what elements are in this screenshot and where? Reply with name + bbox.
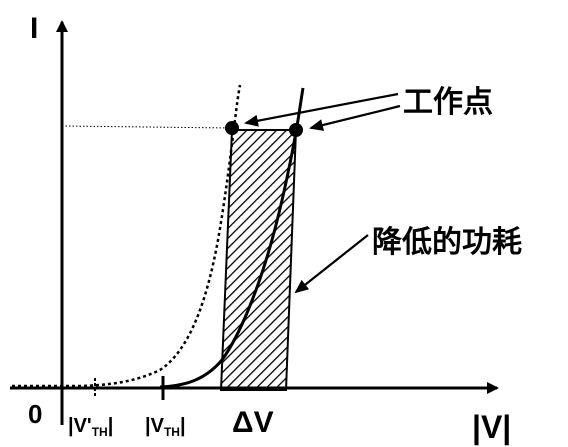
delta-v-label: ΔV xyxy=(232,406,274,439)
reduced-power-arrow xyxy=(294,234,369,294)
vth-label: |VTH| xyxy=(145,415,186,439)
y-axis-label: I xyxy=(30,12,38,45)
vth-prime-sub: TH xyxy=(92,425,108,439)
operating-point-nominal xyxy=(289,123,303,137)
vth-sub: TH xyxy=(164,425,180,439)
reduced-power-label: 降低的功耗 xyxy=(372,225,522,260)
operating-level-guide xyxy=(61,125,233,129)
reduced-power-region xyxy=(219,129,298,391)
origin-label: 0 xyxy=(28,399,42,429)
x-axis-label: |V| xyxy=(472,409,511,445)
operating-point-arrow-1 xyxy=(244,92,399,127)
vth-prime-label: |V'TH| xyxy=(68,415,113,439)
operating-point-arrow-2 xyxy=(309,104,401,131)
curve-low-vth xyxy=(12,84,242,388)
vth-prime-main: |V' xyxy=(68,415,92,437)
operating-point-label: 工作点 xyxy=(403,85,493,120)
vth-main: |V xyxy=(145,415,165,437)
operating-point-low xyxy=(225,121,239,135)
vth-end: | xyxy=(180,415,186,437)
vth-prime-end: | xyxy=(108,415,114,437)
